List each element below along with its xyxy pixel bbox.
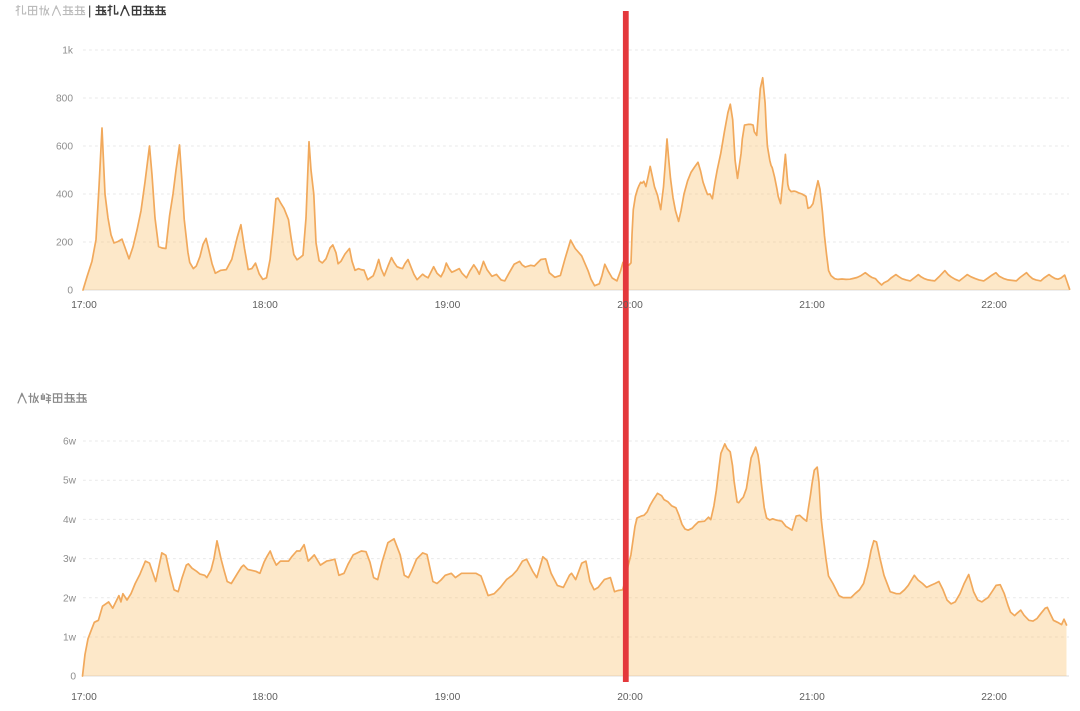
svg-text:19:00: 19:00 [435, 692, 461, 703]
svg-text:20:00: 20:00 [617, 692, 643, 703]
svg-text:6w: 6w [63, 437, 77, 448]
svg-text:3w: 3w [63, 554, 77, 565]
svg-text:18:00: 18:00 [252, 692, 278, 703]
svg-text:19:00: 19:00 [435, 300, 461, 311]
svg-text:21:00: 21:00 [799, 300, 825, 311]
svg-text:0: 0 [67, 286, 73, 297]
svg-text:2w: 2w [63, 593, 77, 604]
svg-text:200: 200 [56, 238, 73, 249]
svg-text:|: | [88, 3, 91, 18]
svg-text:18:00: 18:00 [252, 300, 278, 311]
svg-text:1k: 1k [62, 46, 74, 57]
svg-text:22:00: 22:00 [981, 692, 1007, 703]
svg-text:21:00: 21:00 [799, 692, 825, 703]
svg-text:17:00: 17:00 [71, 300, 97, 311]
svg-text:17:00: 17:00 [71, 692, 97, 703]
svg-text:400: 400 [56, 190, 73, 201]
svg-text:1w: 1w [63, 632, 77, 643]
svg-text:600: 600 [56, 142, 73, 153]
svg-text:5w: 5w [63, 476, 77, 487]
svg-text:22:00: 22:00 [981, 300, 1007, 311]
svg-text:800: 800 [56, 94, 73, 105]
svg-text:0: 0 [70, 672, 76, 683]
svg-text:4w: 4w [63, 515, 77, 526]
svg-text:20:00: 20:00 [617, 300, 643, 311]
